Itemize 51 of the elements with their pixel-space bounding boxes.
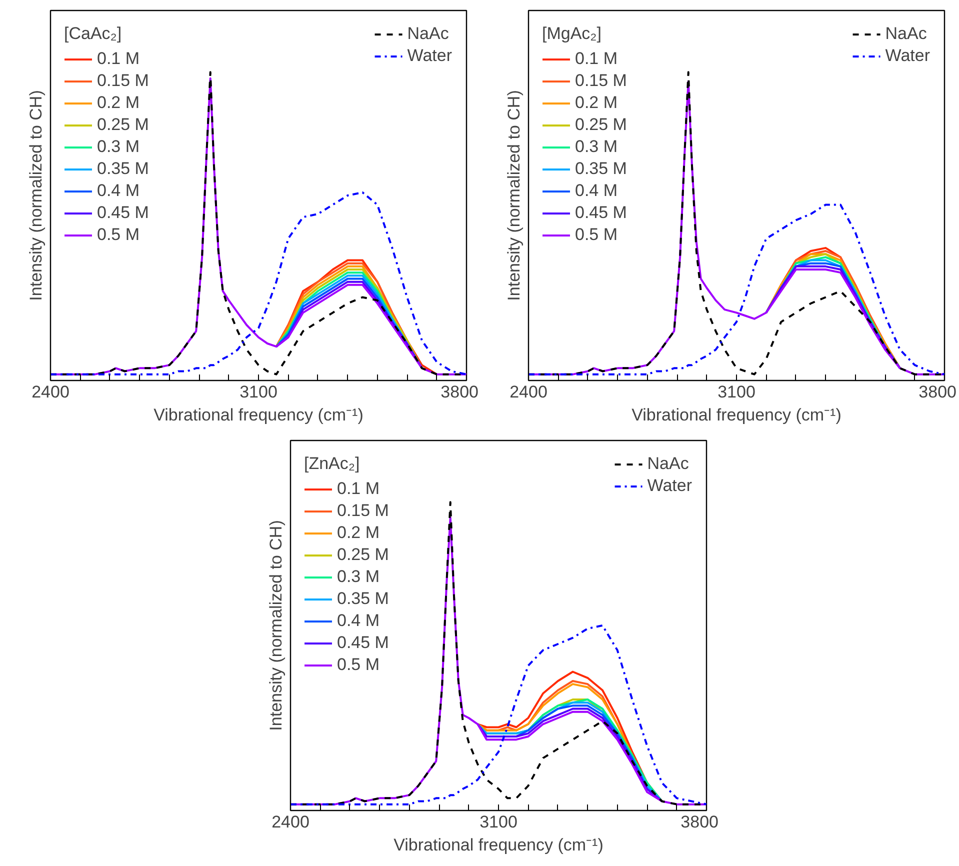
legend-label: 0.3 M — [575, 137, 618, 157]
legend-label: Water — [885, 46, 930, 66]
legend-label: 0.35 M — [575, 159, 627, 179]
legend-label: 0.4 M — [337, 611, 380, 631]
legend-label: 0.15 M — [337, 501, 389, 521]
legend-label: NaAc — [885, 24, 927, 44]
legend-label: 0.35 M — [337, 589, 389, 609]
legend-label: 0.25 M — [97, 115, 149, 135]
legend-label: 0.5 M — [337, 655, 380, 675]
legend-title: [CaAc₂] — [64, 24, 123, 44]
x-tick-label: 3100 — [480, 812, 518, 832]
x-tick-label: 2400 — [272, 812, 310, 832]
legend-title: [MgAc₂] — [542, 24, 602, 44]
legend-label: 0.25 M — [575, 115, 627, 135]
legend-label: Water — [407, 46, 452, 66]
legend-label: 0.1 M — [575, 49, 618, 69]
legend-label: 0.4 M — [575, 181, 618, 201]
legend-label: 0.35 M — [97, 159, 149, 179]
x-tick-label: 3100 — [240, 382, 278, 402]
x-tick-label: 2400 — [32, 382, 70, 402]
legend-label: NaAc — [407, 24, 449, 44]
y-axis-title: Intensity (normalized to CH) — [504, 90, 524, 301]
legend-label: 0.2 M — [575, 93, 618, 113]
legend-label: 0.2 M — [97, 93, 140, 113]
x-tick-label: 3100 — [718, 382, 756, 402]
legend-label: 0.15 M — [97, 71, 149, 91]
x-tick-label: 3800 — [680, 812, 719, 832]
y-axis-title: Intensity (normalized to CH) — [266, 520, 286, 731]
x-tick-label: 3800 — [918, 382, 957, 402]
legend-label: Water — [647, 476, 692, 496]
legend-label: 0.15 M — [575, 71, 627, 91]
x-axis-title: Vibrational frequency (cm⁻¹) — [154, 406, 364, 424]
legend-label: 0.1 M — [337, 479, 380, 499]
legend-label: 0.45 M — [337, 633, 389, 653]
x-tick-label: 3800 — [440, 382, 479, 402]
legend-label: 0.2 M — [337, 523, 380, 543]
legend-label: 0.5 M — [575, 225, 618, 245]
legend-label: 0.45 M — [97, 203, 149, 223]
legend-label: NaAc — [647, 454, 689, 474]
x-tick-label: 2400 — [510, 382, 548, 402]
legend-title: [ZnAc₂] — [304, 454, 361, 474]
legend-label: 0.1 M — [97, 49, 140, 69]
x-axis-title: Vibrational frequency (cm⁻¹) — [632, 406, 842, 424]
x-axis-title: Vibrational frequency (cm⁻¹) — [394, 836, 604, 854]
legend-label: 0.4 M — [97, 181, 140, 201]
legend-label: 0.5 M — [97, 225, 140, 245]
legend-label: 0.3 M — [337, 567, 380, 587]
legend-label: 0.45 M — [575, 203, 627, 223]
legend-label: 0.25 M — [337, 545, 389, 565]
legend-label: 0.3 M — [97, 137, 140, 157]
y-axis-title: Intensity (normalized to CH) — [26, 90, 46, 301]
